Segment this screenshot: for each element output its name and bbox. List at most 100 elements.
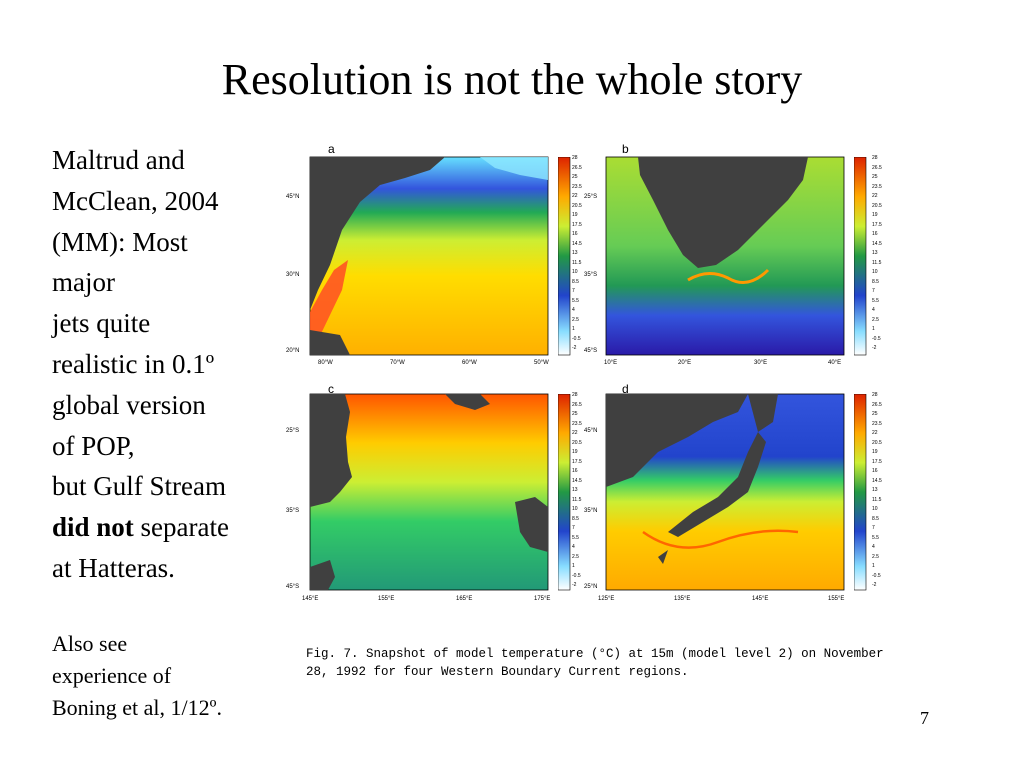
y-tick: 25°S [584, 194, 598, 200]
panel-letter: d [622, 382, 629, 396]
colorbar-tick-label: 8.5 [872, 278, 879, 285]
colorbar-tick-label: 23.5 [872, 420, 882, 427]
body-line-rest: separate [133, 512, 229, 543]
colorbar-tick-label: 1 [572, 326, 575, 332]
body-line: global version [52, 389, 206, 420]
colorbar-tick-label: 14.5 [572, 477, 582, 484]
x-tick: 60°W [462, 360, 477, 366]
colorbar-tick-label: 7 [572, 525, 575, 531]
colorbar-tick-label: 25 [572, 411, 578, 417]
x-tick: 155°E [828, 596, 845, 602]
colorbar-tick-label: 20.5 [572, 202, 582, 209]
panel-map [605, 393, 845, 591]
colorbar-tick-label: 8.5 [572, 515, 579, 522]
colorbar-tick-label: -0.5 [572, 335, 581, 342]
panel-map [309, 156, 549, 356]
colorbar-tick-label: 17.5 [872, 221, 882, 228]
colorbar-tick-label: 2.5 [572, 316, 579, 323]
colorbar-tick-label: 1 [572, 563, 575, 569]
body-line: major [52, 267, 115, 298]
colorbar-tick-label: 26.5 [572, 401, 582, 408]
y-tick: 20°N [286, 348, 300, 354]
colorbar [558, 157, 571, 356]
x-tick: 70°W [390, 360, 405, 366]
colorbar-tick-label: 22 [872, 430, 878, 436]
body-line: jets quite [52, 308, 151, 339]
colorbar-tick-label: 10 [572, 506, 578, 512]
x-tick: 80°W [318, 360, 333, 366]
colorbar-tick-label: 10 [872, 506, 878, 512]
colorbar-tick-label: 28 [572, 392, 578, 398]
y-tick: 35°N [584, 508, 598, 514]
colorbar-tick-label: 17.5 [872, 458, 882, 465]
panel-d: d 45°N 35°N 25°N [584, 382, 900, 614]
figure: a [280, 140, 900, 620]
colorbar-tick-label: -2 [572, 582, 577, 588]
x-tick: 145°E [752, 596, 769, 602]
body-line: at Hatteras. [52, 552, 175, 583]
body-line: Maltrud and [52, 145, 185, 175]
colorbar-tick-label: 5.5 [872, 534, 879, 541]
colorbar-tick-label: 16 [872, 468, 878, 474]
colorbar-tick-label: 19 [572, 212, 578, 218]
panel-letter: c [328, 382, 334, 396]
colorbar-tick-label: 22 [872, 193, 878, 199]
colorbar-tick-label: 26.5 [872, 401, 882, 408]
body-line-bold: did not separate [52, 507, 282, 548]
colorbar-tick-label: 13 [872, 487, 878, 493]
colorbar-tick-label: 20.5 [872, 202, 882, 209]
body-line: (MM): Most [52, 226, 188, 257]
colorbar-tick-label: -0.5 [872, 335, 881, 342]
colorbar-tick-label: 10 [872, 269, 878, 275]
colorbar-tick-label: 23.5 [872, 183, 882, 190]
panel-a: a [280, 140, 590, 375]
colorbar-tick-label: -2 [572, 345, 577, 351]
colorbar [854, 157, 867, 356]
x-tick: 135°E [674, 596, 691, 602]
y-tick: 25°N [584, 584, 598, 590]
x-tick: 165°E [456, 596, 473, 602]
colorbar-tick-label: 8.5 [872, 515, 879, 522]
x-tick: 145°E [302, 596, 319, 602]
colorbar-tick-label: 20.5 [872, 439, 882, 446]
colorbar-tick-label: 2.5 [572, 553, 579, 560]
colorbar-tick-label: 14.5 [872, 240, 882, 247]
colorbar-tick-label: 17.5 [572, 221, 582, 228]
x-tick: 10°E [604, 360, 618, 366]
colorbar-tick-label: 13 [572, 250, 578, 256]
colorbar-tick-label: -2 [872, 582, 877, 588]
colorbar [558, 394, 571, 591]
colorbar-tick-label: 1 [872, 326, 875, 332]
colorbar-tick-label: 16 [872, 231, 878, 237]
x-tick: 30°E [754, 360, 768, 366]
colorbar-tick-label: 14.5 [572, 240, 582, 247]
y-tick: 35°S [286, 508, 300, 514]
y-tick: 45°N [286, 194, 300, 200]
x-tick: 175°E [534, 596, 551, 602]
colorbar-tick-label: 11.5 [872, 496, 882, 503]
y-tick: 45°S [584, 348, 598, 354]
colorbar-tick-label: -0.5 [572, 572, 581, 579]
x-tick: 40°E [828, 360, 842, 366]
colorbar-tick-label: 22 [572, 430, 578, 436]
colorbar-tick-label: 28 [572, 155, 578, 161]
body-text: Maltrud and McClean, 2004 (MM): Most maj… [52, 140, 282, 589]
body-line: of POP, [52, 430, 135, 461]
colorbar-tick-label: 28 [872, 155, 878, 161]
colorbar-tick-label: 1 [872, 563, 875, 569]
colorbar-tick-label: 17.5 [572, 458, 582, 465]
colorbar-tick-label: 5.5 [572, 297, 579, 304]
colorbar-tick-label: 19 [872, 449, 878, 455]
panel-map [309, 393, 549, 591]
colorbar-tick-label: 5.5 [572, 534, 579, 541]
colorbar-tick-label: -2 [872, 345, 877, 351]
colorbar-tick-label: 13 [872, 250, 878, 256]
colorbar-tick-label: 16 [572, 468, 578, 474]
colorbar-tick-label: 25 [572, 174, 578, 180]
colorbar-tick-label: 7 [872, 288, 875, 294]
colorbar-tick-label: 20.5 [572, 439, 582, 446]
y-tick: 45°S [286, 584, 300, 590]
y-tick: 45°N [584, 428, 598, 434]
x-tick: 50°W [534, 360, 549, 366]
colorbar-tick-label: -0.5 [872, 572, 881, 579]
